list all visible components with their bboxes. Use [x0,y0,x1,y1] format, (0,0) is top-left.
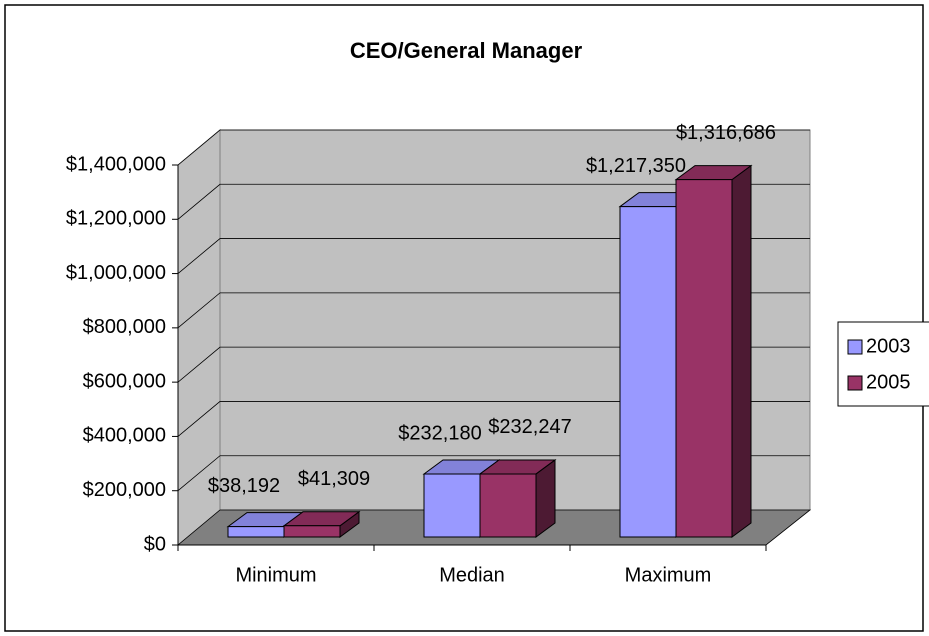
legend-label: 2005 [866,371,911,393]
legend-swatch [847,339,863,355]
grid-line [177,346,810,383]
grid-line [177,238,810,274]
bar-side [731,164,752,538]
x-tick-label: Minimum [235,564,316,586]
data-label: $38,192 [208,475,280,497]
y-tick-label: $800,000 [83,316,166,338]
bar [478,458,557,538]
legend-box [837,321,929,407]
grid-line [177,455,810,492]
y-tick-label: $400,000 [83,425,166,447]
bar-front [479,473,537,538]
y-tick-label: $200,000 [83,479,166,501]
data-label: $1,217,350 [586,155,686,177]
legend-swatch [847,375,863,391]
bar-front [283,525,341,538]
grid-line [177,401,810,437]
y-tick-label: $1,400,000 [66,153,166,175]
y-tick-label: $0 [144,533,166,555]
y-tick-label: $1,000,000 [66,262,166,284]
bar-front [227,526,285,538]
x-tick-label: Median [439,564,505,586]
bar [282,510,361,538]
data-label: $1,316,686 [676,122,776,144]
y-tick-label: $600,000 [83,370,166,392]
bar [674,164,753,538]
x-tick-label: Maximum [625,564,712,586]
data-label: $41,309 [298,468,370,490]
bar-front [675,179,733,538]
grid-line [177,292,810,329]
grid-line [177,183,810,220]
legend-label: 2003 [866,335,911,357]
bar-front [423,473,481,538]
data-label: $232,247 [488,416,571,438]
chart-title: CEO/General Manager [350,38,583,63]
y-tick-label: $1,200,000 [66,208,166,230]
bar-front [619,206,677,538]
grid-line [177,129,810,166]
data-label: $232,180 [398,422,481,444]
